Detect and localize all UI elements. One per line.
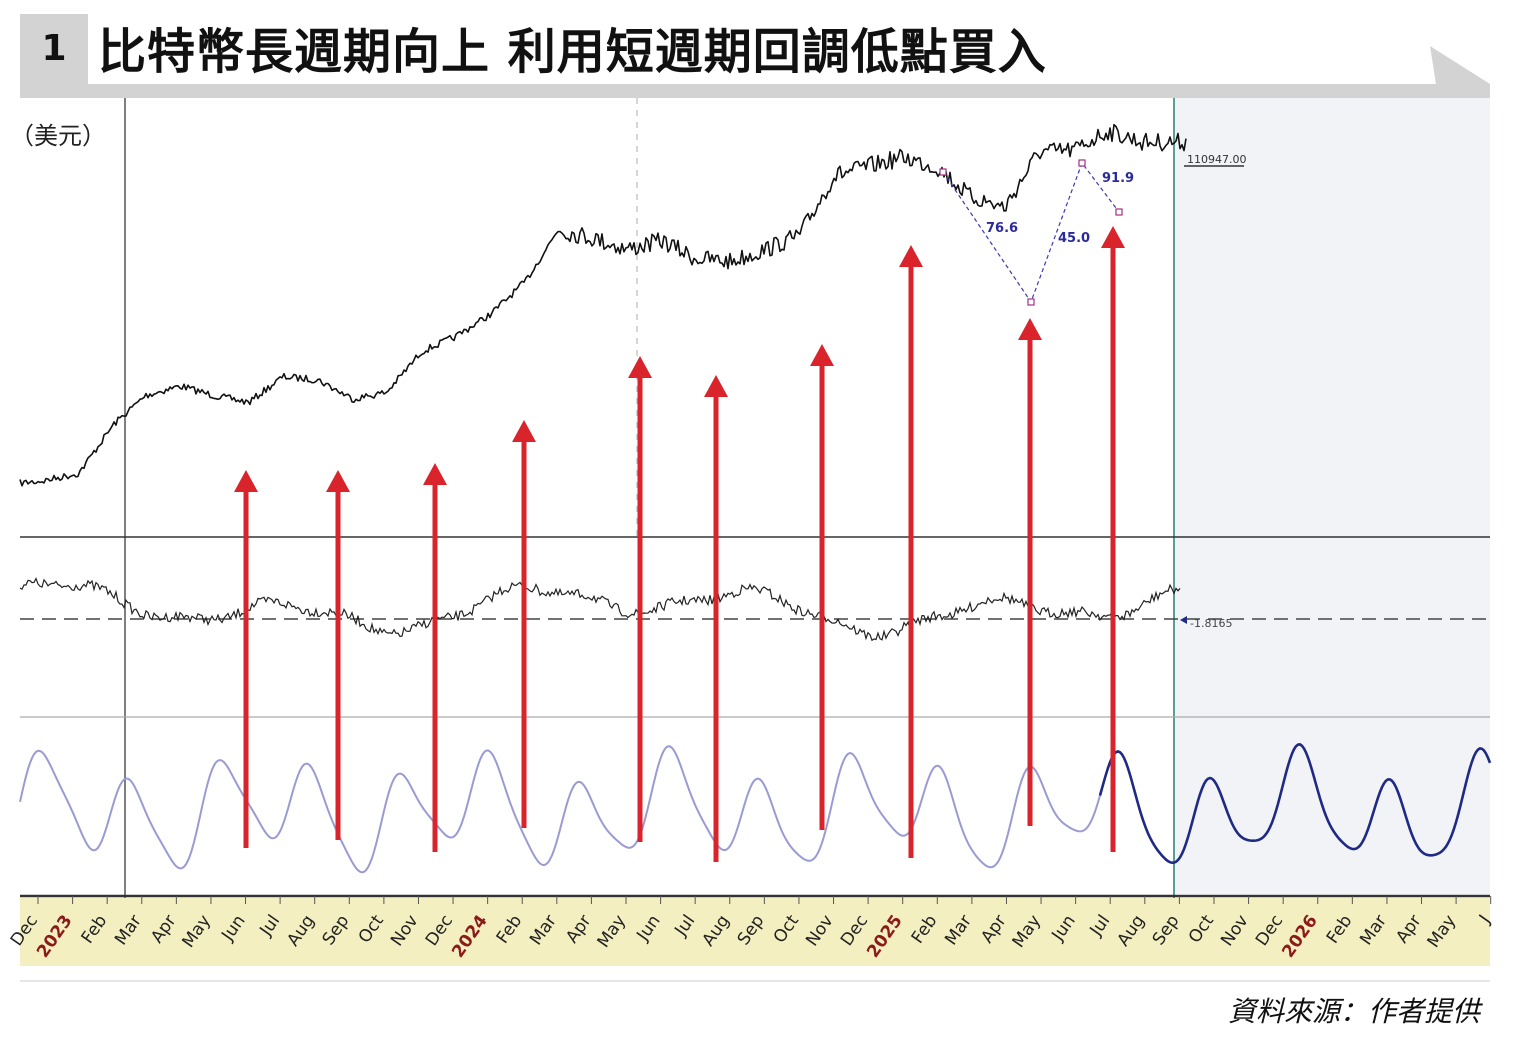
chart-title: 比特幣長週期向上 利用短週期回調低點買入 (98, 24, 1047, 80)
buy-arrow-head (423, 463, 447, 485)
buy-arrow-head (326, 470, 350, 492)
fib-markers (939, 159, 1123, 306)
buy-arrows (234, 226, 1125, 862)
title-number-box (20, 14, 88, 84)
fib-label-1: 76.6 (986, 221, 1018, 236)
unit-label: （美元） (10, 122, 106, 150)
forecast-region (1174, 98, 1490, 894)
oscillator-last-label: -1.8165 (1190, 617, 1232, 630)
header: 1 比特幣長週期向上 利用短週期回調低點買入 (0, 0, 1514, 100)
buy-arrow-head (704, 375, 728, 397)
title-number: 1 (41, 28, 67, 69)
cycle-past-line (19, 745, 1175, 874)
buy-arrow-head (234, 470, 258, 492)
title-band (20, 46, 1490, 98)
source-note: 資料來源：作者提供 (1227, 995, 1480, 1028)
buy-arrow-head (628, 356, 652, 378)
fib-label-3: 91.9 (1102, 171, 1134, 186)
fib-point-marker (1115, 208, 1123, 216)
fib-point-marker (939, 168, 947, 176)
fib-point-marker (1027, 298, 1035, 306)
price-series-line (19, 123, 1187, 487)
buy-arrow-head (1018, 318, 1042, 340)
fib-retracement-path (942, 161, 1120, 304)
fib-point-marker (1078, 159, 1086, 167)
buy-arrow-head (899, 245, 923, 267)
buy-arrow-head (810, 344, 834, 366)
oscillator-line (19, 577, 1181, 642)
fib-label-2: 45.0 (1058, 231, 1090, 246)
buy-arrow-head (1101, 226, 1125, 248)
last-price-label: 110947.00 (1187, 153, 1247, 166)
x-axis-band (20, 898, 1490, 966)
oscillator-marker (1180, 616, 1187, 624)
cycle-projection-line (1098, 743, 1492, 865)
buy-arrow-head (512, 420, 536, 442)
